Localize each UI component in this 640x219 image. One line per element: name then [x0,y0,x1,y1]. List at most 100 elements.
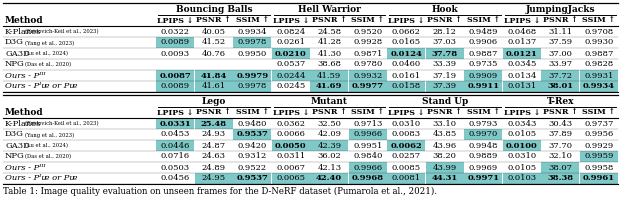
Text: T-Rex: T-Rex [547,97,574,106]
Text: 0.9887: 0.9887 [468,49,498,58]
Text: PSNR ↑: PSNR ↑ [312,16,347,25]
Text: 0.0081: 0.0081 [392,175,421,182]
Text: 38.01: 38.01 [547,83,573,90]
Bar [310,70,348,81]
Text: 0.0093: 0.0093 [161,49,190,58]
Text: SSIM ↑: SSIM ↑ [236,108,269,117]
Text: 0.0311: 0.0311 [276,152,305,161]
Text: 41.61: 41.61 [202,83,226,90]
Text: 0.0322: 0.0322 [161,28,189,35]
Text: 24.89: 24.89 [202,164,226,171]
Text: 0.9522: 0.9522 [237,164,267,171]
Text: 0.9970: 0.9970 [468,131,498,138]
Text: 0.9958: 0.9958 [584,164,613,171]
Text: GA3D: GA3D [5,141,30,150]
Text: LPIPS ↓: LPIPS ↓ [157,108,193,117]
Bar [580,173,618,184]
Text: Mutant: Mutant [311,97,348,106]
Bar [156,70,194,81]
Text: Method: Method [5,108,44,117]
Text: (Das et al., 2020): (Das et al., 2020) [25,62,71,68]
Text: 42.09: 42.09 [317,131,341,138]
Text: 41.59: 41.59 [317,71,341,79]
Text: 38.68: 38.68 [317,60,341,69]
Bar [426,173,464,184]
Text: 33.39: 33.39 [433,60,457,69]
Text: 0.0100: 0.0100 [506,141,538,150]
Text: K-Planes: K-Planes [5,28,42,35]
Bar [464,70,502,81]
Text: (Lu et al., 2024): (Lu et al., 2024) [25,143,68,148]
Text: Stand Up: Stand Up [422,97,468,106]
Text: PSNR ↑: PSNR ↑ [196,16,231,25]
Text: 0.0158: 0.0158 [392,83,421,90]
Text: PSNR ↑: PSNR ↑ [312,108,347,117]
Text: JumpingJacks: JumpingJacks [525,5,595,14]
Bar [503,140,541,151]
Text: 0.9793: 0.9793 [468,120,498,127]
Text: PSNR ↑: PSNR ↑ [543,108,578,117]
Text: 24.58: 24.58 [317,28,341,35]
Bar [234,81,271,92]
Text: 0.9951: 0.9951 [353,141,383,150]
Bar [580,151,618,162]
Text: 0.0066: 0.0066 [276,131,305,138]
Text: 0.9708: 0.9708 [584,28,613,35]
Text: 0.0456: 0.0456 [161,175,190,182]
Text: NPG: NPG [5,60,25,69]
Text: 0.9520: 0.9520 [353,28,382,35]
Text: 0.9906: 0.9906 [468,39,498,46]
Bar [310,173,348,184]
Text: 0.0362: 0.0362 [276,120,305,127]
Text: 0.0131: 0.0131 [507,83,536,90]
Text: SSIM ↑: SSIM ↑ [582,16,615,25]
Text: 0.9871: 0.9871 [353,49,383,58]
Text: 40.05: 40.05 [202,28,226,35]
Text: 0.9537: 0.9537 [236,175,268,182]
Text: 0.9968: 0.9968 [352,175,384,182]
Bar [195,173,233,184]
Text: 0.0345: 0.0345 [507,60,536,69]
Bar [272,70,310,81]
Text: 41.52: 41.52 [202,39,226,46]
Text: 37.39: 37.39 [433,83,457,90]
Text: PSNR ↑: PSNR ↑ [428,108,462,117]
Bar [349,162,387,173]
Text: LPIPS ↓: LPIPS ↓ [388,108,424,117]
Text: 0.9737: 0.9737 [584,120,613,127]
Bar [464,81,502,92]
Text: 40.76: 40.76 [202,49,226,58]
Text: 0.0716: 0.0716 [161,152,190,161]
Text: 0.0824: 0.0824 [276,28,305,35]
Bar [464,129,502,140]
Bar [503,81,541,92]
Text: LPIPS ↓: LPIPS ↓ [273,108,309,117]
Text: 37.00: 37.00 [548,49,572,58]
Text: 25.48: 25.48 [201,120,227,127]
Text: 0.9537: 0.9537 [236,131,268,138]
Text: 0.0087: 0.0087 [159,71,191,79]
Text: 0.9959: 0.9959 [584,152,613,161]
Bar [272,173,310,184]
Bar [387,173,425,184]
Text: 0.9780: 0.9780 [353,60,382,69]
Text: 0.0257: 0.0257 [392,152,421,161]
Text: LPIPS ↓: LPIPS ↓ [504,16,540,25]
Text: 37.19: 37.19 [433,71,457,79]
Text: 43.99: 43.99 [433,164,457,171]
Text: 37.78: 37.78 [431,49,458,58]
Bar [541,70,579,81]
Text: 0.9911: 0.9911 [467,83,499,90]
Bar [580,81,618,92]
Text: 32.10: 32.10 [548,152,572,161]
Text: Hook: Hook [431,5,458,14]
Text: LPIPS ↓: LPIPS ↓ [273,16,309,25]
Text: 41.30: 41.30 [317,49,341,58]
Text: 0.9735: 0.9735 [468,60,498,69]
Bar [234,37,271,48]
Bar [580,70,618,81]
Text: PSNR ↑: PSNR ↑ [196,108,231,117]
Text: 0.0537: 0.0537 [276,60,305,69]
Text: 0.0085: 0.0085 [392,164,421,171]
Text: 0.9889: 0.9889 [468,152,498,161]
